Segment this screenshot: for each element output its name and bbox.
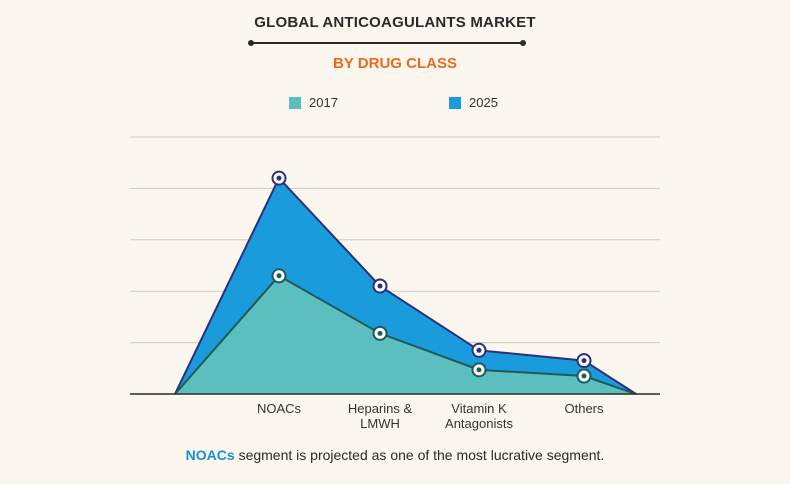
point-dot-2025-2 [476, 347, 482, 353]
footer-text: segment is projected as one of the most … [234, 447, 605, 463]
line-series-2017 [174, 274, 637, 395]
point-dot-2025-1 [377, 283, 383, 289]
chart-subtitle: BY DRUG CLASS [333, 55, 457, 72]
x-tick-label-3: Others [564, 401, 604, 416]
point-dot-2017-1 [377, 330, 383, 336]
legend-item-2017: 2017 [289, 95, 338, 110]
point-dot-2025-3 [581, 358, 587, 364]
x-tick-label-1: Heparins & LMWH [347, 401, 413, 431]
title-divider [248, 40, 526, 46]
point-dot-2017-2 [476, 367, 482, 373]
footer-highlight: NOACs [185, 447, 235, 463]
point-dot-2025-0 [276, 175, 282, 181]
legend-swatch-2025 [449, 96, 461, 109]
point-dot-2017-3 [581, 373, 587, 379]
line-series-2025 [174, 176, 637, 395]
x-tick-label-2: Vitamin K Antagonists [445, 401, 513, 431]
legend-item-2025: 2025 [449, 95, 498, 110]
legend-label-2017: 2017 [309, 95, 338, 110]
chart-title: GLOBAL ANTICOAGULANTS MARKET [254, 14, 536, 31]
area-series-2017 [175, 275, 636, 394]
legend-swatch-2017 [289, 96, 301, 109]
footer-note: NOACs segment is projected as one of the… [0, 447, 790, 463]
x-tick-label-0: NOACs [256, 401, 302, 416]
point-dot-2017-0 [276, 273, 282, 279]
legend-label-2025: 2025 [469, 95, 498, 110]
